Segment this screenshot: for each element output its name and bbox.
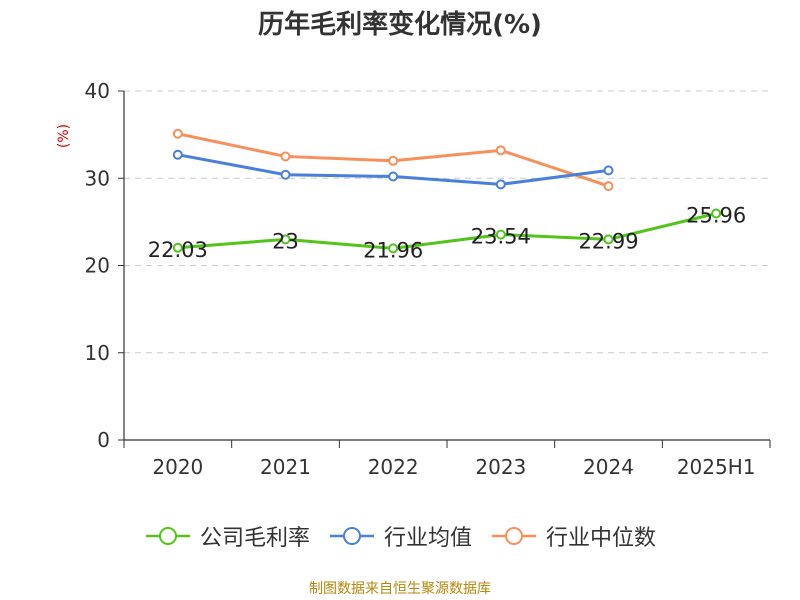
legend-circle: [158, 527, 177, 545]
legend-item[interactable]: 公司毛利率: [144, 520, 310, 552]
legend-line-marker-icon: [329, 527, 374, 545]
data-point: [280, 169, 291, 180]
legend-circle: [342, 527, 361, 545]
data-point: [711, 208, 722, 219]
data-point: [172, 128, 183, 139]
data-point: [280, 151, 291, 162]
data-point: [495, 145, 506, 156]
x-tick-label: 2021: [260, 455, 311, 479]
data-point: [603, 181, 614, 192]
data-point: [280, 234, 291, 245]
x-tick-label: 2022: [368, 455, 419, 479]
tick-labels: 0 10 20 30 40 2020 2021 2022 2023 2024 2025H1: [85, 79, 756, 479]
data-label: 23: [272, 229, 299, 253]
data-point: [603, 234, 614, 245]
y-tick-label: 30: [85, 166, 110, 190]
data-label: 25.96: [686, 203, 746, 227]
data-point: [495, 229, 506, 240]
y-tick-label: 0: [97, 428, 110, 452]
legend-label: 行业中位数: [546, 526, 657, 551]
chart-title: 历年毛利率变化情况(%): [258, 10, 542, 40]
legend-item[interactable]: 行业均值: [328, 520, 472, 552]
x-tick-label: 2024: [583, 455, 634, 479]
y-tick-label: 10: [85, 341, 110, 365]
data-point: [172, 149, 183, 160]
data-label: 22.99: [578, 229, 638, 253]
legend-item[interactable]: 行业中位数: [490, 520, 656, 552]
legend-label: 行业均值: [383, 526, 472, 551]
data-label: 22.03: [148, 238, 208, 262]
data-point: [388, 171, 399, 182]
data-point: [388, 243, 399, 254]
axes: [118, 90, 771, 448]
x-tick-label: 2023: [475, 455, 526, 479]
data-point: [172, 242, 183, 253]
x-tick-label: 2025H1: [677, 455, 756, 479]
x-tick-label: 2020: [152, 455, 203, 479]
gridlines: [124, 90, 770, 354]
data-label: 23.54: [471, 225, 531, 249]
legend: 公司毛利率 行业均值 行业中位数: [0, 516, 800, 556]
source-note: 制图数据来自恒生聚源数据库: [309, 581, 491, 597]
legend-line-marker-icon: [492, 527, 536, 545]
series-points: [172, 128, 722, 254]
legend-line-marker-icon: [145, 527, 190, 545]
data-point: [388, 155, 399, 166]
legend-circle: [505, 527, 523, 545]
y-tick-label: 20: [85, 254, 110, 278]
data-labels: 22.03 23 21.96 23.54 22.99 25.96: [148, 203, 746, 262]
data-label: 21.96: [363, 238, 423, 262]
data-point: [495, 179, 506, 190]
y-tick-label: 40: [85, 79, 110, 103]
series-line: [177, 212, 717, 250]
legend-label: 公司毛利率: [199, 526, 310, 551]
data-point: [603, 165, 614, 176]
